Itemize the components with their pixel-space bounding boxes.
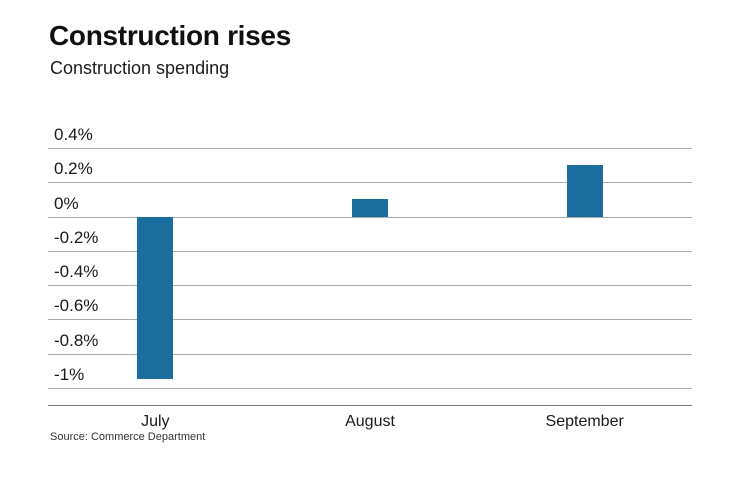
chart-title: Construction rises — [49, 20, 291, 51]
gridline — [48, 285, 692, 287]
x-axis-line — [48, 405, 692, 406]
source-note: Source: Commerce Department — [50, 431, 206, 443]
bar-july — [137, 216, 174, 380]
y-tick-label: 0.4% — [54, 125, 93, 144]
x-category-label-july: July — [141, 413, 170, 430]
gridline — [48, 148, 692, 149]
gridline — [48, 319, 692, 321]
y-tick-label: -0.8% — [54, 330, 99, 350]
y-tick-label: -1% — [54, 364, 85, 384]
y-tick-label: 0.2% — [54, 159, 93, 179]
gridline — [48, 182, 692, 184]
x-category-label-august: August — [345, 413, 395, 430]
y-tick-label: -0.6% — [54, 296, 99, 316]
gridline — [48, 250, 692, 252]
bar-september — [566, 165, 603, 217]
bar-august — [352, 199, 388, 217]
chart-subtitle: Construction spending — [50, 58, 230, 78]
chart-area: 0.4% 0.2% 0% -0.2% -0.4% -0.6% -0.8% -1% July Aug… — [48, 120, 692, 430]
gridline — [48, 353, 692, 355]
y-tick-label: -0.2% — [54, 227, 99, 247]
gridline — [48, 387, 692, 389]
x-category-label-september: September — [545, 413, 624, 430]
gridline — [48, 216, 692, 218]
y-tick-label: 0% — [54, 193, 79, 213]
y-tick-label: -0.4% — [54, 262, 99, 282]
